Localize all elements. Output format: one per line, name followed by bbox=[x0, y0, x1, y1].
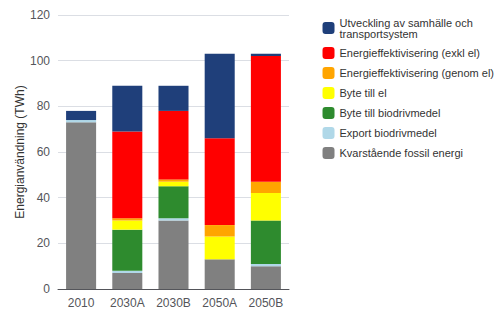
svg-text:2030A: 2030A bbox=[110, 296, 145, 310]
svg-text:2010: 2010 bbox=[68, 296, 95, 310]
svg-text:Kvarstående fossil energi: Kvarstående fossil energi bbox=[340, 147, 464, 159]
svg-text:Utveckling av samhälle och: Utveckling av samhälle och bbox=[339, 16, 473, 29]
svg-text:20: 20 bbox=[37, 236, 51, 250]
svg-text:transportsystem: transportsystem bbox=[340, 28, 418, 40]
svg-text:2050A: 2050A bbox=[202, 296, 237, 310]
svg-text:2030B: 2030B bbox=[156, 296, 191, 310]
svg-text:Energianvändning (TWh): Energianvändning (TWh) bbox=[13, 85, 27, 218]
svg-text:Export biodrivmedel: Export biodrivmedel bbox=[340, 127, 437, 139]
svg-text:100: 100 bbox=[30, 54, 50, 68]
svg-text:120: 120 bbox=[30, 8, 50, 22]
svg-text:0: 0 bbox=[43, 282, 50, 296]
svg-text:Energieffektivisering (genom e: Energieffektivisering (genom el) bbox=[340, 67, 494, 79]
svg-text:Byte till el: Byte till el bbox=[340, 87, 387, 99]
svg-text:Byte till biodrivmedel: Byte till biodrivmedel bbox=[340, 107, 441, 119]
svg-text:40: 40 bbox=[37, 191, 51, 205]
svg-text:60: 60 bbox=[37, 145, 51, 159]
svg-text:Energieffektivisering (exkl el: Energieffektivisering (exkl el) bbox=[340, 47, 480, 59]
svg-text:2050B: 2050B bbox=[249, 296, 284, 310]
svg-text:80: 80 bbox=[37, 99, 51, 113]
